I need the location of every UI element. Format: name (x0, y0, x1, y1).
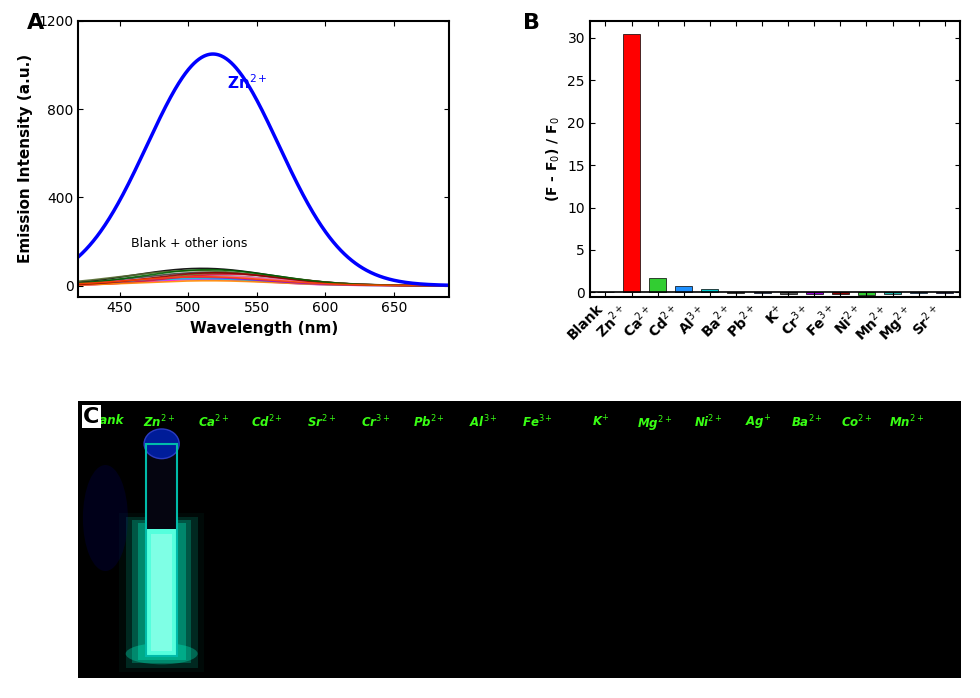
Text: Mg$^{2+}$: Mg$^{2+}$ (637, 414, 672, 433)
Text: K$^{+}$: K$^{+}$ (592, 414, 609, 429)
Text: blank: blank (87, 414, 123, 427)
Bar (832, 292, 849, 294)
Text: Sr$^{2+}$: Sr$^{2+}$ (307, 414, 336, 431)
Bar (675, 286, 692, 292)
Bar (754, 292, 770, 293)
Bar (132, 520, 191, 663)
Bar (649, 278, 666, 292)
Bar (126, 517, 198, 667)
Text: Fe$^{3+}$: Fe$^{3+}$ (522, 414, 553, 431)
Bar (119, 513, 205, 671)
Text: Ba$^{2+}$: Ba$^{2+}$ (792, 414, 823, 431)
Bar (151, 534, 172, 651)
Text: Pb$^{2+}$: Pb$^{2+}$ (414, 414, 445, 431)
Bar (780, 292, 797, 294)
Bar (702, 289, 718, 292)
Text: Zn$^{2+}$: Zn$^{2+}$ (226, 73, 268, 92)
X-axis label: Wavelength (nm): Wavelength (nm) (189, 321, 338, 336)
Y-axis label: (F - F$_0$) / F$_0$: (F - F$_0$) / F$_0$ (544, 116, 562, 202)
Ellipse shape (125, 643, 198, 664)
Text: Zn$^{2+}$: Zn$^{2+}$ (143, 414, 175, 431)
Ellipse shape (83, 465, 128, 571)
Text: B: B (523, 13, 540, 33)
Bar (936, 292, 954, 293)
Text: C: C (83, 407, 99, 426)
Text: Cr$^{3+}$: Cr$^{3+}$ (361, 414, 390, 431)
Bar (806, 292, 823, 295)
Bar (910, 292, 927, 293)
Text: A: A (26, 13, 44, 33)
Bar (146, 528, 177, 656)
Bar (623, 34, 640, 292)
Text: Ag$^{+}$: Ag$^{+}$ (745, 414, 771, 432)
Text: Al$^{3+}$: Al$^{3+}$ (469, 414, 498, 431)
Bar (884, 292, 901, 294)
Text: Ca$^{2+}$: Ca$^{2+}$ (198, 414, 229, 431)
Bar (146, 444, 177, 656)
Text: Blank + other ions: Blank + other ions (130, 237, 247, 250)
Text: Co$^{2+}$: Co$^{2+}$ (841, 414, 873, 431)
Bar (146, 444, 177, 528)
Text: Ni$^{2+}$: Ni$^{2+}$ (694, 414, 723, 431)
Bar (858, 292, 875, 295)
Y-axis label: Emission Intensity (a.u.): Emission Intensity (a.u.) (18, 54, 33, 263)
Text: Cd$^{2+}$: Cd$^{2+}$ (252, 414, 283, 431)
Ellipse shape (144, 429, 179, 459)
Bar (138, 524, 185, 660)
Text: Mn$^{2+}$: Mn$^{2+}$ (889, 414, 924, 431)
